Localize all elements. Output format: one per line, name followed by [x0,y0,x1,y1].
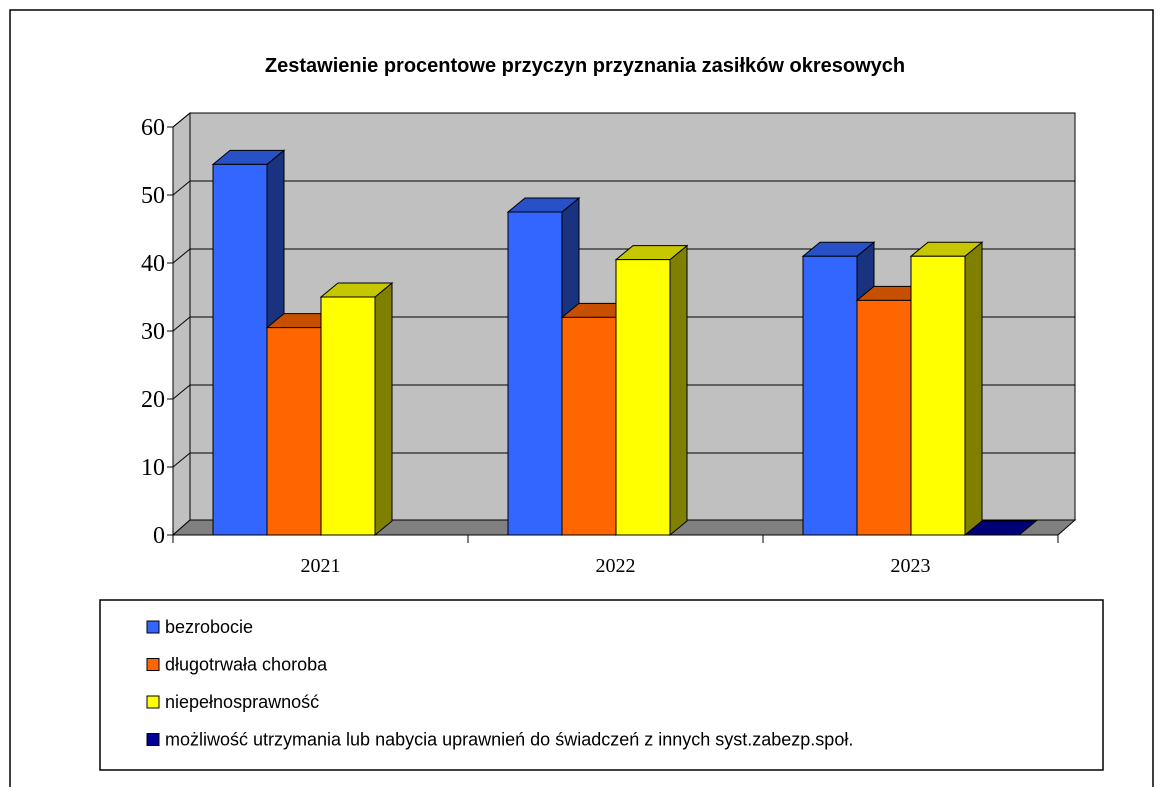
bar-face [212,163,268,536]
legend-label: bezrobocie [165,617,253,637]
legend-label: długotrwała choroba [165,655,328,675]
x-tick-label: 2022 [596,555,636,577]
grid-line [172,112,191,128]
bar-face [856,299,912,536]
y-tick-label: 30 [141,319,165,345]
legend-swatch [146,733,160,746]
bar [963,520,1038,536]
bar-face [964,241,983,537]
bar [319,281,394,537]
grid-line [172,248,191,264]
bar-face [507,211,563,536]
bar-face [374,281,393,537]
legend-swatch [146,658,160,671]
bar [614,244,689,537]
legend-label: możliwość utrzymania lub nabycia uprawni… [165,730,853,750]
y-tick-label: 60 [141,115,165,141]
x-tick-label: 2021 [301,555,341,577]
grid-line [172,316,191,332]
bar-face [669,244,688,537]
bar-face [320,296,376,536]
legend [99,599,1104,771]
x-tick-label: 2023 [891,555,931,577]
bar-face [910,255,966,536]
y-tick-label: 40 [141,251,165,277]
y-tick-label: 50 [141,183,165,209]
grid-line [172,180,191,196]
bar-face [561,316,617,536]
y-tick-label: 10 [141,455,165,481]
chart-title: Zestawienie procentowe przyczyn przyznan… [265,55,905,77]
grid-line [172,384,191,400]
legend-swatch [146,620,160,634]
bar [909,241,984,537]
grid-line [172,452,191,468]
legend-swatch [146,695,160,709]
bar-face [266,327,322,536]
bar-face [615,259,671,536]
y-tick-label: 20 [141,387,165,413]
y-tick-label: 0 [153,523,165,549]
bar-face [802,255,858,536]
legend-label: niepełnosprawność [165,692,319,712]
